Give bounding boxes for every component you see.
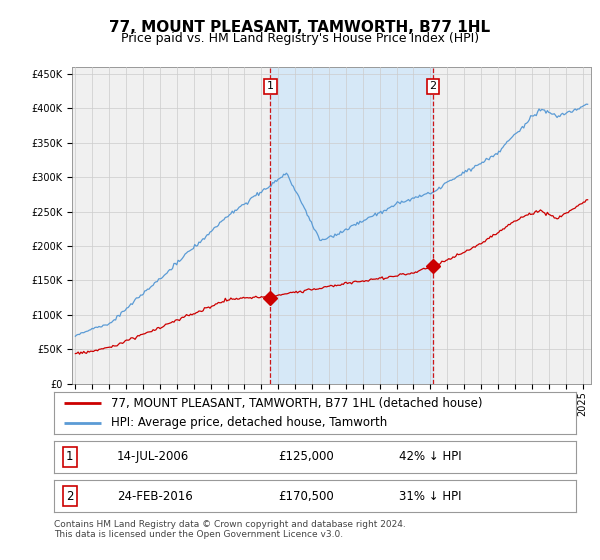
Text: £170,500: £170,500 bbox=[278, 489, 334, 503]
Bar bbox=[271, 67, 433, 384]
Text: 1: 1 bbox=[66, 450, 73, 464]
Text: £125,000: £125,000 bbox=[278, 450, 334, 464]
Text: 31% ↓ HPI: 31% ↓ HPI bbox=[398, 489, 461, 503]
Text: 42% ↓ HPI: 42% ↓ HPI bbox=[398, 450, 461, 464]
Text: 2: 2 bbox=[430, 81, 436, 91]
Text: Contains HM Land Registry data © Crown copyright and database right 2024.
This d: Contains HM Land Registry data © Crown c… bbox=[54, 520, 406, 539]
Text: HPI: Average price, detached house, Tamworth: HPI: Average price, detached house, Tamw… bbox=[112, 416, 388, 429]
Text: 14-JUL-2006: 14-JUL-2006 bbox=[116, 450, 189, 464]
Text: Price paid vs. HM Land Registry's House Price Index (HPI): Price paid vs. HM Land Registry's House … bbox=[121, 32, 479, 45]
Text: 1: 1 bbox=[267, 81, 274, 91]
Text: 2: 2 bbox=[66, 489, 73, 503]
Text: 24-FEB-2016: 24-FEB-2016 bbox=[116, 489, 193, 503]
Text: 77, MOUNT PLEASANT, TAMWORTH, B77 1HL: 77, MOUNT PLEASANT, TAMWORTH, B77 1HL bbox=[109, 20, 491, 35]
Text: 77, MOUNT PLEASANT, TAMWORTH, B77 1HL (detached house): 77, MOUNT PLEASANT, TAMWORTH, B77 1HL (d… bbox=[112, 397, 483, 410]
